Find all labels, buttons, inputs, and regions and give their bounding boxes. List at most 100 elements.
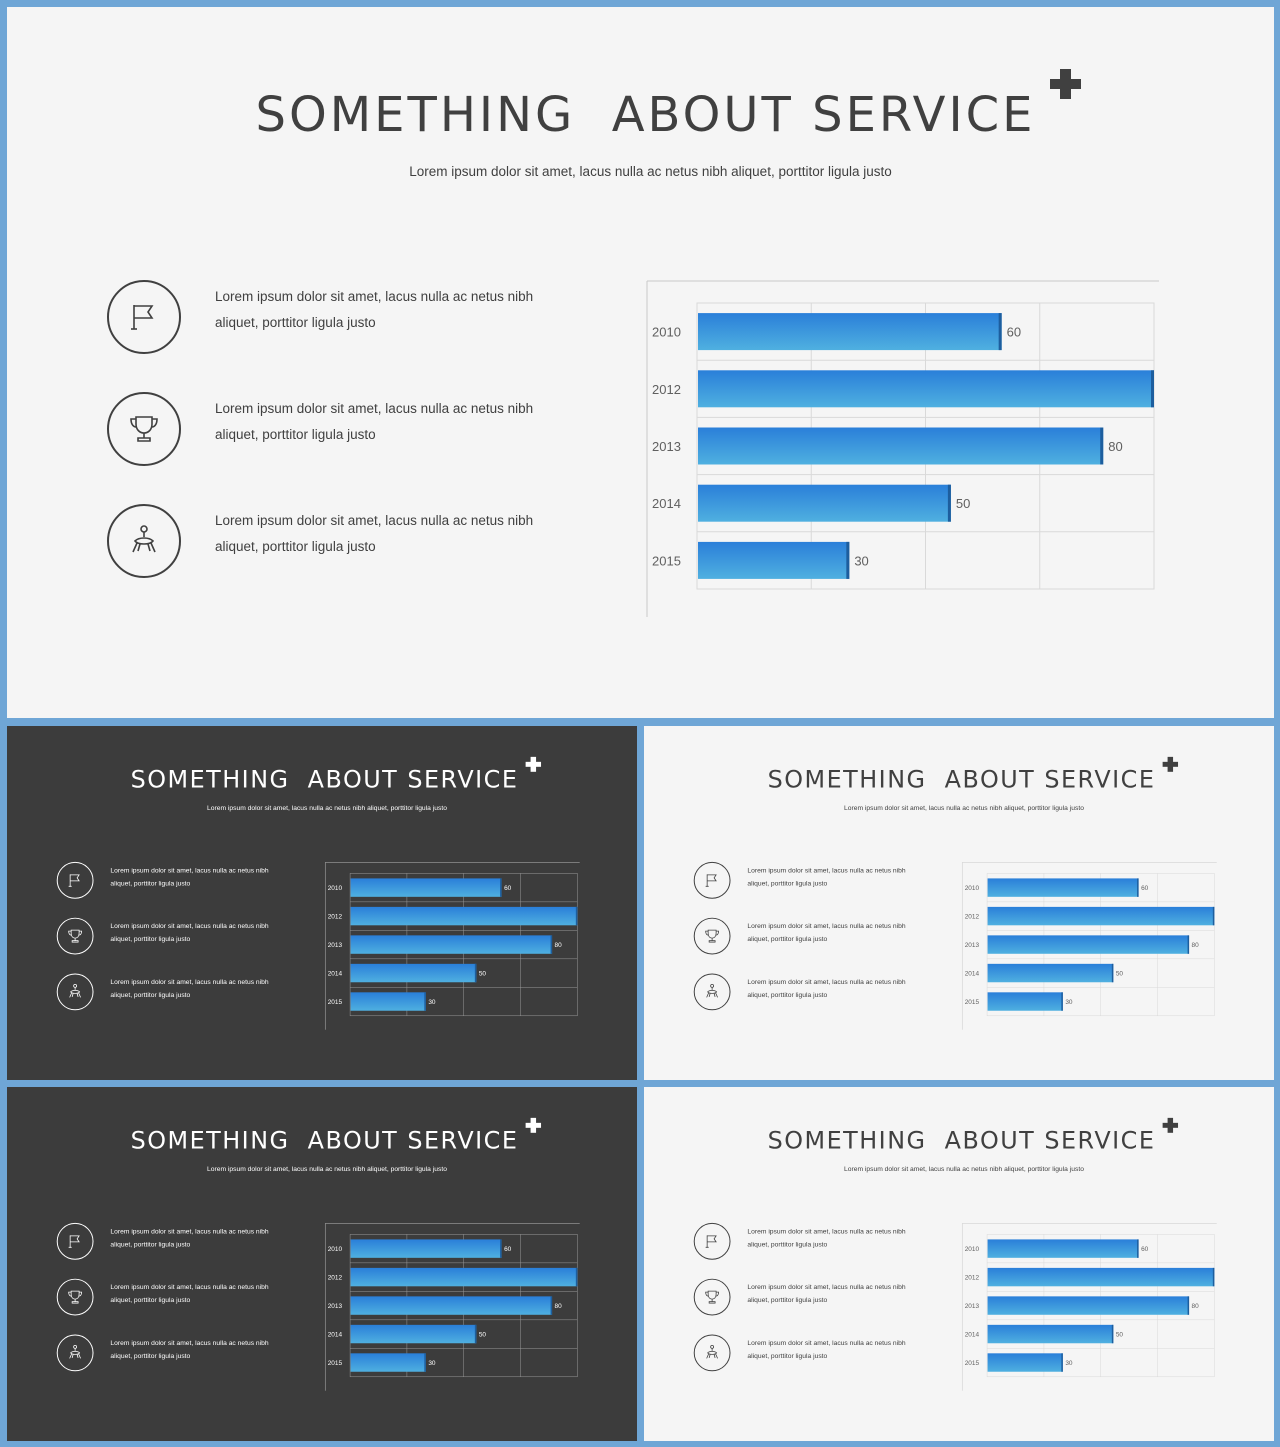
- chart-container: 201060201290201380201450201530: [321, 858, 587, 1030]
- bar-end-cap: [550, 1296, 553, 1315]
- bar-2014: [350, 1324, 477, 1344]
- bar-end-cap: [1061, 1353, 1063, 1372]
- feature-item: Lorem ipsum dolor sit amet, lacus nulla …: [107, 504, 567, 584]
- bar-chart: 201060201290201380201450201530: [961, 1223, 1224, 1391]
- bar-fill: [987, 935, 1190, 954]
- category-label: 2010: [965, 885, 980, 892]
- bar-fill: [698, 541, 850, 579]
- bar-end-cap: [1187, 935, 1190, 954]
- bar-fill: [987, 963, 1114, 983]
- bar-2010: [350, 1239, 502, 1258]
- feature-text: Lorem ipsum dolor sit amet, lacus nulla …: [747, 922, 906, 943]
- data-label: 30: [1065, 1360, 1073, 1367]
- bar-2012: [698, 370, 1154, 408]
- bar-end-cap: [1137, 878, 1139, 897]
- trophy-icon: [56, 1278, 94, 1316]
- category-label: 2013: [965, 942, 980, 949]
- bar-2015: [698, 541, 850, 579]
- trophy-icon: [693, 917, 731, 955]
- slide-1: SOMETHING ABOUT SERVICE Lorem ipsum dolor…: [7, 7, 1274, 718]
- bar-fill: [350, 1239, 502, 1258]
- feature-item: Lorem ipsum dolor sit amet, lacus nulla …: [693, 861, 923, 902]
- bar-fill: [987, 878, 1139, 897]
- slide-title: SOMETHING ABOUT SERVICE: [767, 765, 1156, 794]
- slide-content: SOMETHING ABOUT SERVICE Lorem ipsum dolor…: [7, 726, 637, 1080]
- bar-end-cap: [846, 541, 850, 579]
- data-label: 60: [504, 885, 512, 892]
- person-icon: [107, 504, 181, 578]
- bar-fill: [987, 1267, 1215, 1287]
- chart-container: 201060201290201380201450201530: [958, 858, 1224, 1030]
- flag-icon: [56, 861, 94, 899]
- data-label: 50: [1116, 971, 1124, 978]
- bar-fill: [987, 1353, 1063, 1372]
- bar-end-cap: [550, 935, 553, 954]
- bar-end-cap: [474, 963, 477, 983]
- category-label: 2012: [652, 382, 681, 397]
- bar-2014: [987, 963, 1114, 983]
- slide-title: SOMETHING ABOUT SERVICE: [767, 1126, 1156, 1155]
- category-label: 2012: [328, 1275, 343, 1282]
- feature-item: Lorem ipsum dolor sit amet, lacus nulla …: [56, 861, 286, 902]
- bar-end-cap: [424, 1353, 426, 1372]
- bar-end-cap: [500, 878, 502, 897]
- trophy-icon: [56, 917, 94, 955]
- chart-container: 201060201290201380201450201530: [639, 273, 1173, 619]
- category-label: 2014: [965, 1332, 980, 1339]
- feature-text: Lorem ipsum dolor sit amet, lacus nulla …: [215, 401, 534, 442]
- bar-2012: [987, 906, 1215, 926]
- slide-subtitle: Lorem ipsum dolor sit amet, lacus nulla …: [844, 1165, 1084, 1173]
- bar-fill: [350, 963, 477, 983]
- person-icon: [56, 973, 94, 1011]
- bar-end-cap: [575, 1267, 578, 1287]
- bar-fill: [350, 1267, 578, 1287]
- feature-item: Lorem ipsum dolor sit amet, lacus nulla …: [693, 1334, 923, 1374]
- data-label: 50: [479, 1332, 487, 1339]
- bar-2012: [987, 1267, 1215, 1287]
- slide-content: SOMETHING ABOUT SERVICE Lorem ipsum dolor…: [7, 1087, 637, 1441]
- person-icon: [693, 1334, 731, 1372]
- category-label: 2015: [652, 553, 681, 568]
- slide-subtitle: Lorem ipsum dolor sit amet, lacus nulla …: [409, 164, 892, 179]
- bar-2015: [987, 1353, 1063, 1372]
- plus-icon: [1162, 1117, 1180, 1136]
- bar-2015: [350, 992, 426, 1011]
- slide-5: SOMETHING ABOUT SERVICE Lorem ipsum dolor…: [644, 1087, 1274, 1441]
- bar-2014: [350, 963, 477, 983]
- bar-end-cap: [1100, 427, 1104, 465]
- bar-2013: [987, 935, 1190, 954]
- trophy-icon: [693, 1278, 731, 1316]
- data-label: 80: [555, 1303, 563, 1310]
- bar-2013: [698, 427, 1104, 465]
- data-label: 50: [479, 971, 487, 978]
- person-icon: [693, 973, 731, 1011]
- slide-subtitle: Lorem ipsum dolor sit amet, lacus nulla …: [207, 1165, 447, 1173]
- bar-fill: [698, 484, 951, 522]
- bar-chart: 201060201290201380201450201530: [324, 1223, 587, 1391]
- category-label: 2013: [328, 942, 343, 949]
- category-label: 2015: [965, 999, 980, 1006]
- data-label: 60: [504, 1246, 512, 1253]
- bar-end-cap: [1061, 992, 1063, 1011]
- slide-3: SOMETHING ABOUT SERVICE Lorem ipsum dolor…: [644, 726, 1274, 1080]
- feature-item: Lorem ipsum dolor sit amet, lacus nulla …: [56, 973, 286, 1013]
- feature-text: Lorem ipsum dolor sit amet, lacus nulla …: [747, 866, 906, 887]
- bar-fill: [987, 992, 1063, 1011]
- bar-2014: [698, 484, 951, 522]
- bar-end-cap: [500, 1239, 502, 1258]
- category-label: 2010: [328, 1246, 343, 1253]
- feature-item: Lorem ipsum dolor sit amet, lacus nulla …: [107, 392, 567, 472]
- bar-2015: [987, 992, 1063, 1011]
- feature-item: Lorem ipsum dolor sit amet, lacus nulla …: [693, 973, 923, 1013]
- bar-end-cap: [424, 992, 426, 1011]
- bar-2012: [350, 906, 578, 926]
- bar-chart: 201060201290201380201450201530: [646, 280, 1173, 617]
- bar-fill: [987, 1324, 1114, 1344]
- data-label: 80: [1192, 942, 1200, 949]
- category-label: 2014: [328, 971, 343, 978]
- bar-end-cap: [575, 906, 578, 926]
- bar-fill: [350, 1353, 426, 1372]
- flag-icon: [693, 1222, 731, 1260]
- slide-title: SOMETHING ABOUT SERVICE: [130, 1126, 519, 1155]
- data-label: 80: [1108, 439, 1122, 454]
